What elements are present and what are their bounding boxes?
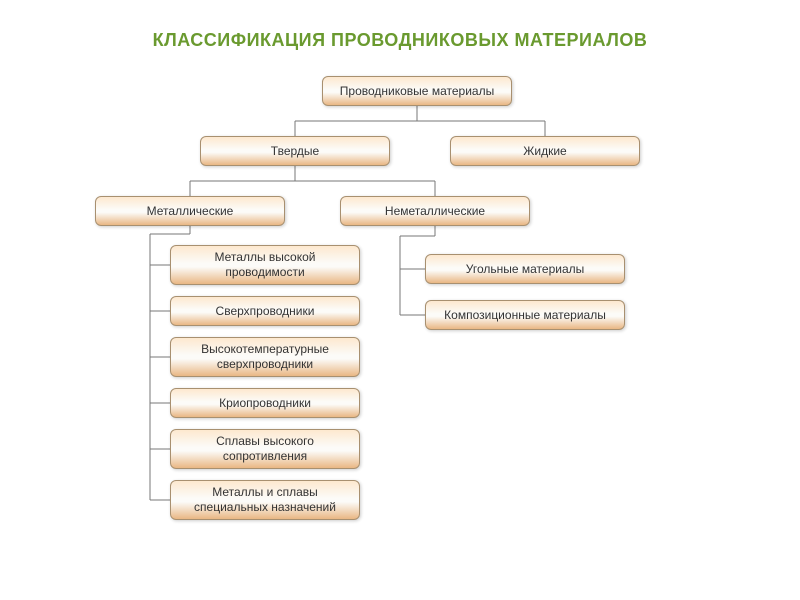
node-metal-leaf-5: Металлы и сплавы специальных назначений [170, 480, 360, 520]
node-level2-solid: Твердые [200, 136, 390, 166]
node-metal-leaf-4: Сплавы высокого сопротивления [170, 429, 360, 469]
page-title: КЛАССИФИКАЦИЯ ПРОВОДНИКОВЫХ МАТЕРИАЛОВ [0, 30, 800, 51]
node-solid-metal: Металлические [95, 196, 285, 226]
node-level2-liquid: Жидкие [450, 136, 640, 166]
node-solid-nonmetal: Неметаллические [340, 196, 530, 226]
node-metal-leaf-1: Сверхпроводники [170, 296, 360, 326]
node-nonmetal-leaf-0: Угольные материалы [425, 254, 625, 284]
node-metal-leaf-0: Металлы высокой проводимости [170, 245, 360, 285]
node-metal-leaf-3: Криопроводники [170, 388, 360, 418]
node-metal-leaf-2: Высокотемпературные сверхпроводники [170, 337, 360, 377]
node-root: Проводниковые материалы [322, 76, 512, 106]
node-nonmetal-leaf-1: Композиционные материалы [425, 300, 625, 330]
